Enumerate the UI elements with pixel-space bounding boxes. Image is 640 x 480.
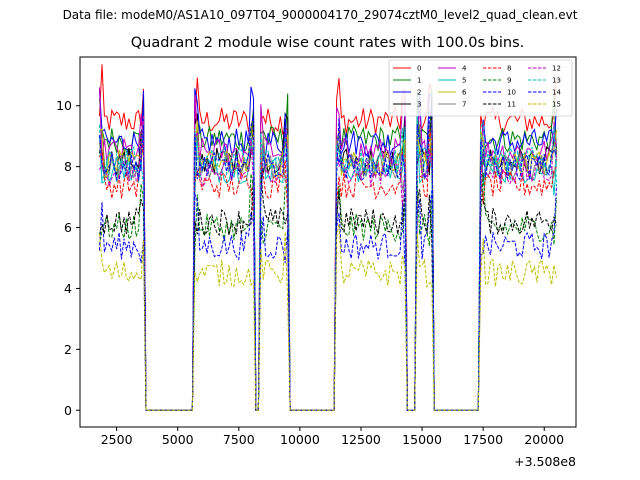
x-tick-label: 7500 [223, 432, 255, 447]
legend-label: 6 [462, 89, 467, 97]
y-tick-label: 0 [64, 403, 72, 418]
legend-label: 15 [552, 101, 561, 109]
series-line-15 [99, 223, 557, 411]
legend-label: 10 [507, 89, 516, 97]
series-line-11 [99, 169, 557, 411]
x-axis-offset-label: +3.508e8 [514, 454, 576, 469]
x-tick-label: 5000 [162, 432, 194, 447]
y-axis: 0 2 4 6 8 10 [56, 98, 80, 418]
legend-label: 2 [417, 89, 421, 97]
x-tick-label: 15000 [402, 432, 442, 447]
series-line-1 [99, 89, 557, 411]
y-tick-label: 4 [64, 281, 72, 296]
series-line-12 [99, 114, 557, 411]
x-tick-label: 17500 [463, 432, 503, 447]
legend-label: 3 [417, 101, 421, 109]
series-line-14 [99, 106, 557, 411]
legend-label: 8 [507, 65, 511, 73]
x-axis: 2500 5000 7500 10000 12500 15000 17500 20000 [101, 427, 564, 447]
legend-label: 12 [552, 65, 561, 73]
x-tick-label: 10000 [280, 432, 320, 447]
y-tick-label: 8 [64, 159, 72, 174]
series-layer [99, 64, 557, 411]
x-tick-label: 2500 [101, 432, 133, 447]
legend-label: 7 [462, 101, 466, 109]
series-line-9 [99, 172, 557, 411]
x-tick-label: 12500 [341, 432, 381, 447]
figure-suptitle: Data file: modeM0/AS1A10_097T04_90000041… [62, 8, 578, 22]
legend-label: 4 [462, 65, 467, 73]
legend-label: 1 [417, 77, 421, 85]
series-line-8 [99, 129, 557, 411]
legend-label: 5 [462, 77, 466, 85]
x-tick-label: 20000 [524, 432, 564, 447]
legend-label: 14 [552, 89, 561, 97]
legend-label: 11 [507, 101, 516, 109]
y-tick-label: 10 [56, 98, 72, 113]
plot-frame [79, 56, 577, 428]
series-line-5 [99, 114, 557, 411]
y-tick-label: 2 [64, 342, 72, 357]
chart-title: Quadrant 2 module wise count rates with … [130, 35, 525, 51]
y-tick-label: 6 [64, 220, 72, 235]
legend-label: 13 [552, 77, 561, 85]
legend-label: 0 [417, 65, 421, 73]
legend-label: 9 [507, 77, 511, 85]
legend-box [388, 59, 573, 117]
